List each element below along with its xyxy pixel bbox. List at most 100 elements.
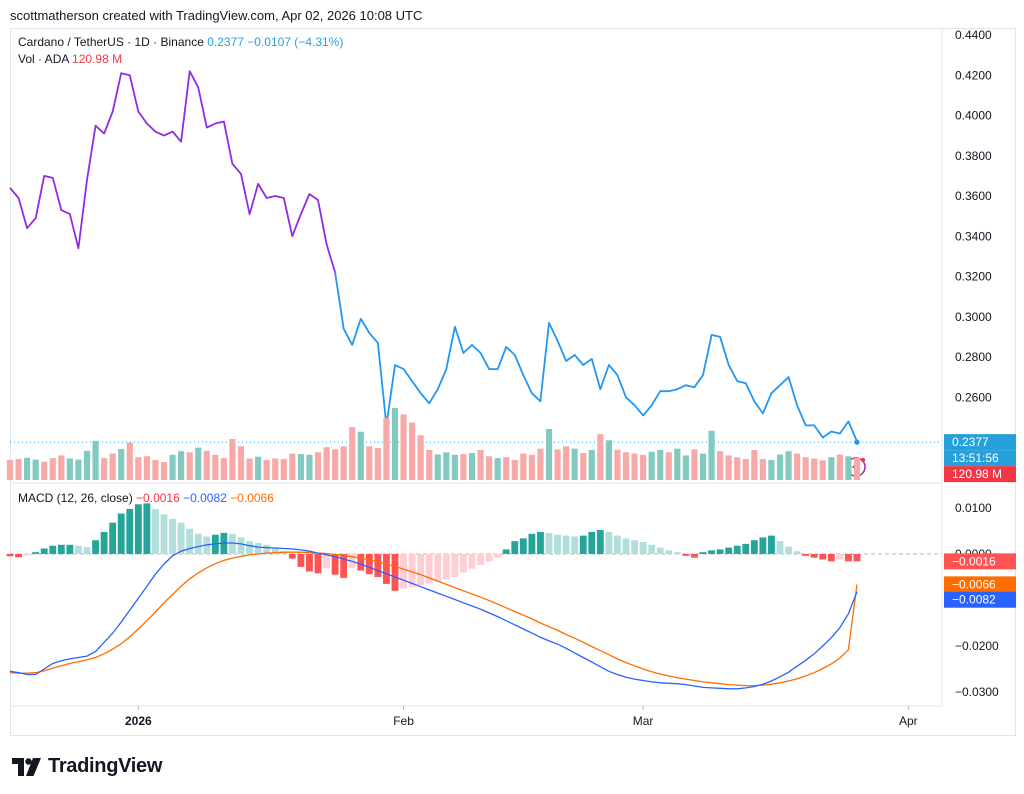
macd-histogram-bar [143, 503, 151, 554]
macd-histogram-bar [383, 554, 390, 584]
macd-histogram-value: −0.0016 [136, 491, 180, 505]
macd-histogram-bar [109, 522, 117, 554]
macd-histogram-bar [836, 554, 844, 560]
time-tick-label: 2026 [125, 714, 152, 728]
volume-bar [768, 459, 775, 480]
macd-histogram-bar [579, 535, 587, 554]
time-tick-label: Apr [899, 714, 918, 728]
last-price: 0.2377 [207, 35, 244, 49]
macd-histogram-bar [673, 552, 681, 554]
volume-bar [699, 453, 707, 480]
macd-histogram-bar [502, 549, 510, 554]
symbol-legend[interactable]: Cardano / TetherUS · 1D · Binance 0.2377… [18, 35, 343, 49]
volume-bar [409, 422, 416, 480]
volume-bar [836, 454, 843, 480]
macd-histogram-bar [639, 542, 647, 554]
volume-bar [708, 430, 715, 480]
macd-histogram-bar [691, 554, 698, 558]
macd-histogram-bar [468, 554, 476, 569]
countdown-badge-text: 13:51:56 [952, 451, 999, 465]
macd-histogram-bar [288, 554, 296, 559]
volume-bar [169, 454, 176, 480]
volume-bar [255, 456, 262, 480]
macd-histogram-bar [237, 537, 245, 554]
histogram-badge-text: −0.0016 [952, 554, 996, 568]
macd-badge-text: −0.0082 [952, 593, 996, 607]
volume-bar [605, 440, 612, 480]
macd-histogram-bar [425, 554, 433, 584]
volume-bar [314, 452, 322, 480]
volume-bar [640, 454, 647, 480]
price-change: −0.0107 (−4.31%) [247, 35, 344, 49]
macd-badge-bg [944, 591, 1016, 608]
volume-bar [597, 434, 604, 480]
volume-bar [776, 454, 784, 480]
volume-bar [212, 454, 219, 480]
macd-histogram-bar [648, 544, 656, 554]
volume-bar [374, 448, 381, 480]
price-tick-label: 0.3600 [955, 189, 992, 203]
macd-histogram-bar [596, 530, 604, 554]
price-tick-label: 0.3200 [955, 270, 992, 284]
macd-histogram-bar [177, 522, 185, 554]
volume-bar [246, 458, 253, 480]
symbol-title: Cardano / TetherUS · 1D · Binance [18, 35, 204, 49]
volume-bar [468, 453, 476, 480]
price-line-purple [9, 70, 336, 273]
volume-bar [674, 448, 681, 480]
macd-histogram-bar [708, 550, 715, 554]
macd-histogram-bar [263, 544, 271, 554]
volume-bar [178, 451, 185, 480]
signal-badge-text: −0.0066 [952, 577, 996, 591]
volume-bar [819, 460, 826, 480]
macd-histogram-bar [57, 544, 65, 554]
volume-bar [391, 408, 399, 480]
volume-bar [186, 452, 193, 480]
volume-bar [272, 458, 279, 480]
macd-histogram-bar [391, 554, 399, 591]
volume-bar [297, 454, 304, 480]
macd-histogram-bar [614, 535, 621, 554]
volume-badge-text: 120.98 M [952, 467, 1002, 481]
macd-histogram-bar [733, 545, 741, 554]
volume-bar [229, 438, 236, 480]
macd-legend[interactable]: MACD (12, 26, close) −0.0016 −0.0082 −0.… [18, 491, 274, 505]
volume-bar [571, 448, 578, 480]
volume-bar [349, 427, 356, 480]
volume-badge-bg [944, 466, 1016, 483]
signal-badge-bg [944, 576, 1016, 593]
macd-histogram-bar [742, 543, 750, 554]
volume-bar [545, 428, 553, 480]
volume-value: 120.98 M [72, 52, 123, 66]
volume-bar [152, 459, 159, 480]
volume-bar [511, 459, 518, 480]
macd-histogram-bar [853, 554, 861, 562]
tradingview-logo[interactable]: TradingView [12, 755, 162, 778]
volume-bar [135, 457, 142, 480]
tradingview-brand: TradingView [48, 755, 163, 777]
macd-histogram-bar [417, 554, 425, 586]
macd-histogram-bar [631, 540, 638, 554]
volume-bar [622, 452, 630, 480]
chart-canvas[interactable]: 0.4400 0.4200 0.4000 0.3800 0.3600 0.3400 0.32… [0, 0, 1024, 740]
price-line-blue [334, 272, 858, 442]
time-tick-label: Feb [393, 714, 414, 728]
macd-histogram-bar [750, 540, 758, 554]
volume-bar [143, 456, 150, 480]
macd-histogram-bar [845, 554, 852, 562]
last-price-point [854, 439, 860, 445]
volume-bar [494, 458, 501, 480]
macd-histogram-bar [460, 554, 467, 573]
volume-bar [520, 453, 527, 480]
macd-tick-label: 0.0100 [955, 501, 992, 515]
volume-bar [657, 449, 664, 480]
macd-histogram-bar [519, 538, 527, 554]
volume-bar [451, 454, 458, 480]
volume-bar [631, 453, 638, 480]
macd-histogram-bar [588, 531, 596, 554]
volume-bar [357, 431, 364, 480]
volume-bar [828, 457, 835, 480]
macd-histogram-bar [827, 554, 835, 562]
volume-bar [49, 458, 56, 480]
volume-legend[interactable]: Vol · ADA 120.98 M [18, 52, 122, 66]
